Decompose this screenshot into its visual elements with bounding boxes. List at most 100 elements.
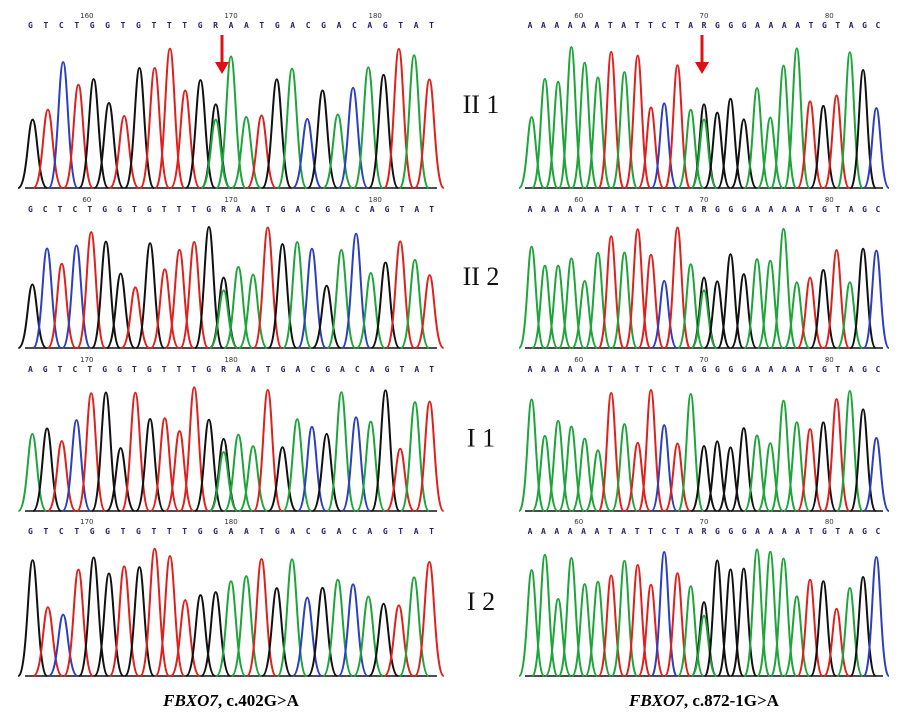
position-number: 80 [825,12,834,20]
peak [544,80,572,189]
position-number: 170 [224,196,237,204]
sequence: AAAAAATATTCTAGGGGAAAATGTAGC [528,365,881,374]
peak [796,276,824,349]
peak [291,596,323,677]
position-number: 70 [700,12,709,20]
sequence: AGTCTGGTGTTTGRAATGACGACAGTAT [28,365,434,374]
peak [756,442,784,512]
peak [62,83,94,189]
peak [238,445,269,512]
peak [730,118,758,189]
sequence: GTCTGGTGTTTGGAATGACGACAGTAT [28,527,434,536]
peak [663,64,692,189]
peak [17,118,49,189]
peak [756,116,784,189]
position-number: 60 [574,356,583,364]
peak [413,560,445,677]
peak [17,433,48,512]
position-number: 70 [700,356,709,364]
peak [624,441,652,512]
peak [368,602,400,677]
peak [571,279,599,349]
caption-variant: , c.872-1G>A [684,691,780,710]
position-number: 60 [574,196,583,204]
peak [164,430,195,512]
peak [703,280,731,349]
peak [337,86,369,189]
peak [200,591,232,677]
peak [769,64,798,189]
peak [17,559,49,677]
row-label: I 2 [467,587,495,616]
peak [355,271,386,349]
peak [650,279,678,349]
peak [809,104,837,189]
peak [690,445,718,512]
peak [414,274,445,349]
peak [544,264,572,349]
peak [46,262,77,349]
peak [383,604,415,677]
sequence: GTCTGGTGTTTGRAATGACGACAGTAT [28,21,434,30]
peak [17,283,48,349]
position-number: 180 [369,196,382,204]
peak [179,240,210,349]
peak [185,594,216,677]
peak [326,248,357,349]
peak [261,587,293,677]
peak [120,286,151,349]
row-label: II 1 [463,90,500,119]
peak [215,580,247,677]
peak [169,89,201,189]
peak [261,78,293,189]
peak [246,114,277,189]
peak [783,281,811,349]
peak [862,555,890,677]
peak [823,94,851,189]
position-number: 180 [224,356,237,364]
peak [663,442,692,512]
peak [862,107,890,189]
peak [135,418,166,512]
peak [385,447,416,512]
peak [164,248,195,349]
position-number: 80 [825,518,834,526]
peak [398,576,430,677]
caption: FBXO7, c.402G>A [162,691,300,710]
peak [663,226,692,349]
peak [584,449,612,512]
peak [518,569,546,677]
peak [307,586,339,677]
position-number: 160 [80,12,93,20]
position-number: 170 [80,356,93,364]
peak [730,273,758,349]
peak [62,568,94,677]
peak [531,434,559,512]
position-number: 60 [574,518,583,526]
peak [47,613,79,677]
peak [796,428,824,512]
position-number: 170 [80,518,93,526]
peak [169,599,201,677]
peak [311,284,342,349]
peak [584,251,612,349]
caption: FBXO7, c.872-1G>A [628,691,780,710]
peak [267,446,298,512]
peak [677,393,705,512]
peak [862,249,890,349]
peak [230,575,262,677]
peak [355,420,386,512]
peak [414,400,445,512]
peak [809,268,837,349]
peak [637,106,665,189]
peak [584,76,612,189]
position-number: 80 [825,356,834,364]
peak [230,115,262,189]
peak [637,583,665,677]
peak [862,436,890,512]
